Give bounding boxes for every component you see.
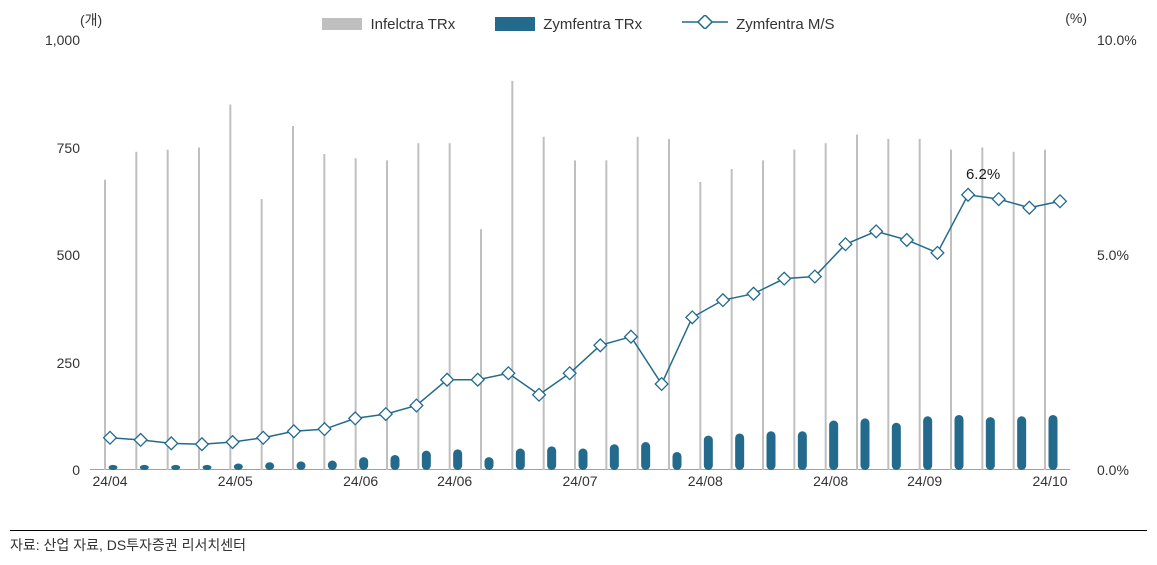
series-end-label: 6.2% — [966, 166, 1000, 183]
x-tick-label: 24/08 — [813, 473, 848, 489]
x-tick-label: 24/06 — [437, 473, 472, 489]
y-left-tick-label: 250 — [10, 355, 80, 371]
y-left-tick-label: 1,000 — [10, 32, 80, 48]
y-right-axis-labels: 0.0%5.0%10.0% — [1087, 40, 1147, 470]
y-left-axis-labels: 02505007501,000 — [10, 40, 80, 470]
x-tick-label: 24/09 — [907, 473, 942, 489]
y-left-tick-label: 0 — [10, 462, 80, 478]
y-right-tick-label: 10.0% — [1097, 32, 1137, 48]
x-tick-label: 24/06 — [343, 473, 378, 489]
y-right-tick-label: 5.0% — [1097, 247, 1129, 263]
x-tick-label: 24/07 — [562, 473, 597, 489]
chart-container: (개) (%) Infelctra TRx Zymfentra TRx Zymf… — [10, 10, 1147, 530]
source-text: 자료: 산업 자료, DS투자증권 리서치센터 — [10, 530, 1147, 555]
legend-swatch-bar-thick — [495, 17, 535, 31]
y-left-tick-label: 750 — [10, 140, 80, 156]
x-tick-label: 24/04 — [92, 473, 127, 489]
legend-item-inflectra: Infelctra TRx — [322, 16, 455, 33]
legend-swatch-line — [682, 15, 728, 33]
x-axis-labels: 24/04 24/05 24/06 24/06 24/07 24/08 24/08 24/09… — [90, 473, 1070, 497]
plot-svg — [90, 40, 1070, 470]
legend-label: Zymfentra M/S — [736, 16, 834, 33]
x-tick-label: 24/08 — [688, 473, 723, 489]
x-tick-label: 24/10 — [1032, 473, 1067, 489]
plot-area: 6.2% — [90, 40, 1070, 470]
legend: Infelctra TRx Zymfentra TRx Zymfentra M/… — [10, 10, 1147, 38]
y-right-tick-label: 0.0% — [1097, 462, 1129, 478]
legend-label: Infelctra TRx — [370, 16, 455, 33]
legend-item-zymfentra-trx: Zymfentra TRx — [495, 16, 642, 33]
y-left-tick-label: 500 — [10, 247, 80, 263]
legend-label: Zymfentra TRx — [543, 16, 642, 33]
x-tick-label: 24/05 — [218, 473, 253, 489]
legend-swatch-bar-thin — [322, 18, 362, 30]
legend-item-zymfentra-ms: Zymfentra M/S — [682, 15, 834, 33]
